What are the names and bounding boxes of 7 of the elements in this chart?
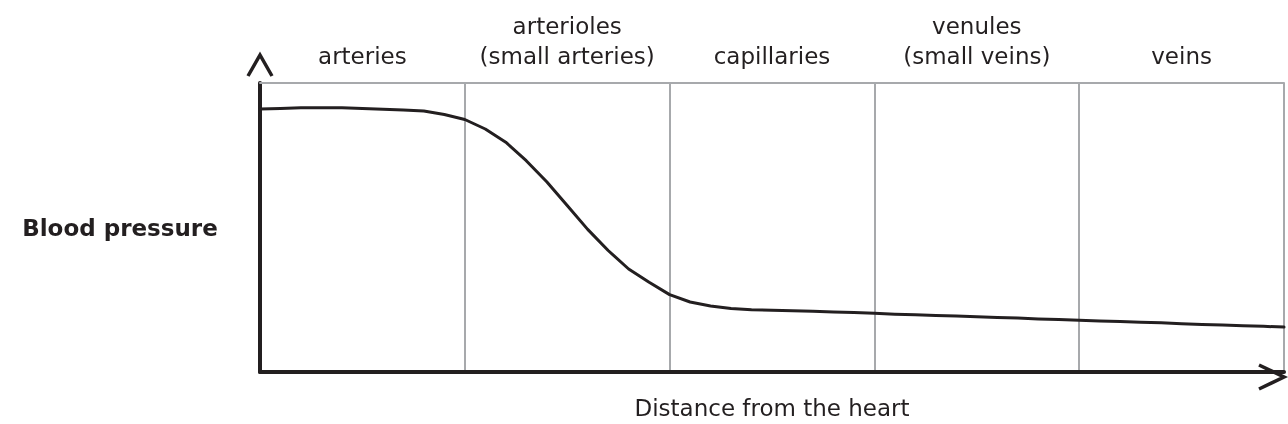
x-tick-label: venules (small veins)	[903, 13, 1051, 69]
x-axis-title: Distance from the heart	[634, 394, 910, 421]
y-axis-title: Blood pressure	[22, 214, 218, 241]
x-tick-label: arterioles (small arteries)	[479, 13, 655, 69]
x-tick-label: arteries	[318, 43, 407, 69]
x-tick-label: veins	[1151, 43, 1212, 69]
x-tick-label: capillaries	[713, 43, 831, 69]
